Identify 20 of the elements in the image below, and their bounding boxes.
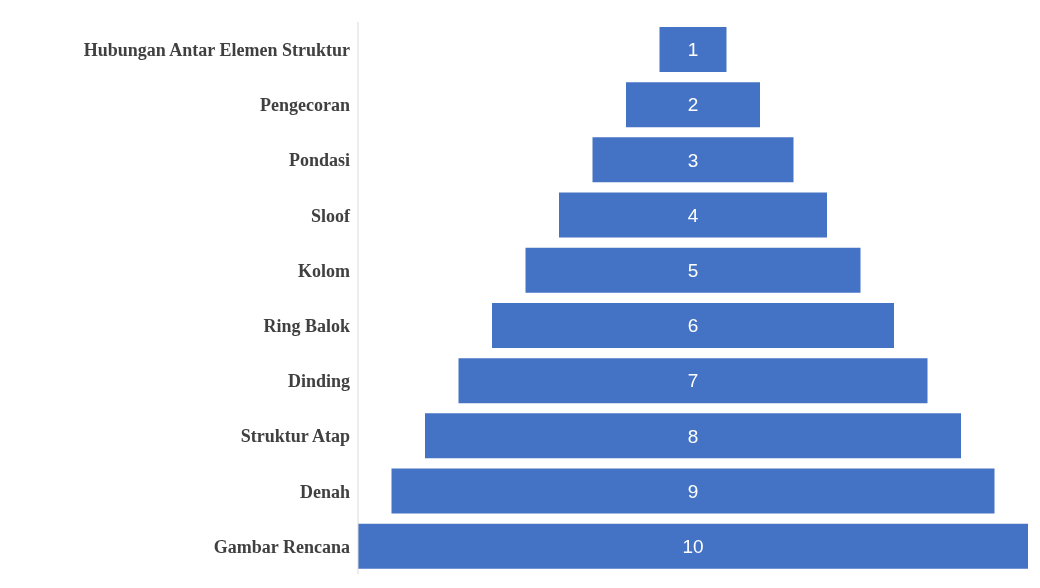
category-label: Pengecoran <box>260 95 350 116</box>
data-label: 6 <box>687 315 699 337</box>
data-label: 2 <box>687 94 699 116</box>
data-label: 3 <box>687 149 699 171</box>
category-label: Ring Balok <box>263 315 350 336</box>
category-label: Dinding <box>287 371 350 392</box>
category-label: Gambar Rencana <box>213 536 350 557</box>
data-label: 4 <box>687 204 699 226</box>
data-label: 7 <box>687 370 699 392</box>
category-label: Hubungan Antar Elemen Struktur <box>83 39 351 60</box>
category-label: Denah <box>299 481 350 502</box>
data-label: 10 <box>682 536 704 558</box>
category-label: Pondasi <box>288 150 350 171</box>
category-label: Kolom <box>298 260 350 281</box>
data-label: 9 <box>687 480 699 502</box>
data-label: 1 <box>687 39 699 61</box>
category-label: Sloof <box>310 205 351 226</box>
data-label: 5 <box>687 260 699 282</box>
category-label: Struktur Atap <box>240 426 350 447</box>
data-label: 8 <box>687 425 699 447</box>
